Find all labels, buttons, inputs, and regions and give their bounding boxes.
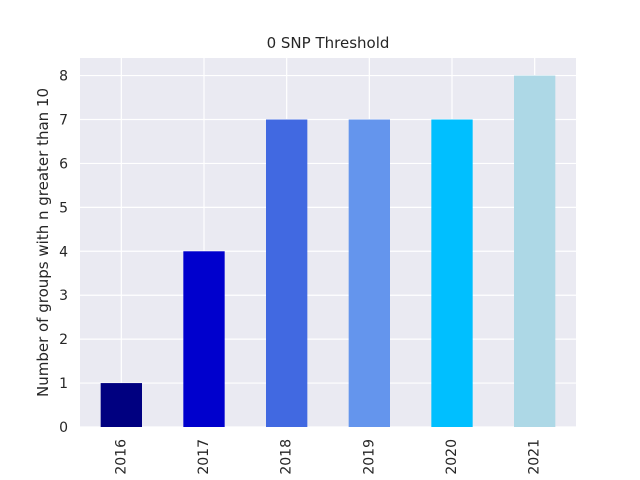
y-axis-label: Number of groups with n greater than 10 <box>34 88 52 397</box>
y-tick-label: 0 <box>59 420 68 436</box>
y-tick-label: 1 <box>59 376 68 392</box>
x-tick-label: 2019 <box>361 439 377 475</box>
y-tick-label: 3 <box>59 288 68 304</box>
bars <box>100 75 556 428</box>
x-tick-label: 2016 <box>113 439 129 475</box>
y-tick-label: 7 <box>59 113 68 129</box>
y-tick-labels: 0 1 2 3 4 5 6 7 8 <box>59 69 68 436</box>
y-tick-label: 6 <box>59 156 68 172</box>
bar-2020 <box>431 119 473 427</box>
x-tick-label: 2020 <box>444 439 460 475</box>
y-tick-label: 2 <box>59 332 68 348</box>
bar-2016 <box>100 383 142 427</box>
x-tick-label: 2018 <box>279 439 295 475</box>
bar-2021 <box>514 75 556 428</box>
bar-2017 <box>183 251 225 427</box>
y-tick-label: 5 <box>59 200 68 216</box>
x-tick-label: 2017 <box>196 439 212 475</box>
x-tick-labels: 2016 2017 2018 2019 2020 2021 <box>113 439 542 475</box>
chart-title: 0 SNP Threshold <box>267 34 390 52</box>
y-tick-label: 4 <box>59 244 68 260</box>
bar-2019 <box>348 119 390 427</box>
plot-area <box>80 58 576 427</box>
y-tick-label: 8 <box>59 69 68 85</box>
x-tick-label: 2021 <box>527 439 543 475</box>
bar-2018 <box>266 119 308 427</box>
